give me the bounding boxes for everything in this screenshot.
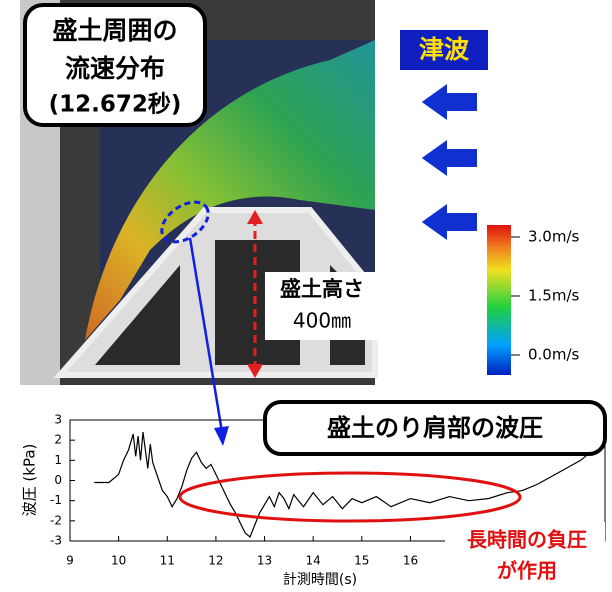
panel-title: 盛土周囲の [52, 16, 177, 45]
colorbar [487, 225, 511, 375]
y-tick-label: -1 [50, 493, 62, 507]
y-tick-label: 3 [54, 413, 62, 427]
page: {"flow_panel": { "title_lines": ["盛土周囲の"… [0, 0, 612, 592]
annotation: 長時間の負圧 [467, 528, 587, 552]
chart-title: 盛土のり肩部の波圧 [327, 414, 543, 442]
x-tick-label: 9 [66, 554, 74, 568]
x-tick-label: 10 [111, 554, 126, 568]
colorbar-tick-label: 0.0m/s [528, 346, 580, 364]
wave-arrows [420, 82, 478, 242]
x-axis-label: 計測時間(s) [283, 572, 357, 588]
y-axis-label: 波圧 (kPa) [21, 444, 39, 517]
y-tick-label: 1 [54, 453, 62, 467]
y-tick-label: -2 [50, 513, 62, 527]
colorbar-tick-label: 1.5m/s [528, 287, 580, 305]
x-tick-label: 11 [160, 554, 175, 568]
height-value: 400㎜ [293, 309, 351, 333]
annotation: が作用 [497, 559, 557, 583]
panel-title: 流速分布 [65, 54, 165, 83]
height-label: 盛土高さ [280, 277, 364, 301]
pointer-head [214, 426, 229, 446]
y-tick-label: 2 [54, 433, 62, 447]
y-tick-label: -3 [50, 534, 62, 548]
x-tick-label: 14 [306, 554, 321, 568]
wave-label: 津波 [419, 35, 470, 64]
panel-time: (12.672秒) [49, 92, 182, 118]
negative-pressure-marker [180, 473, 520, 521]
x-tick-label: 16 [403, 554, 418, 568]
colorbar-tick-label: 3.0m/s [528, 228, 580, 246]
y-tick-label: 0 [54, 473, 62, 487]
x-tick-label: 12 [208, 554, 223, 568]
x-tick-label: 15 [354, 554, 369, 568]
x-tick-label: 13 [257, 554, 272, 568]
figure: 盛土周囲の 流速分布 (12.672秒) 津波 盛土高さ 400㎜ 波圧 (kP… [0, 0, 612, 592]
